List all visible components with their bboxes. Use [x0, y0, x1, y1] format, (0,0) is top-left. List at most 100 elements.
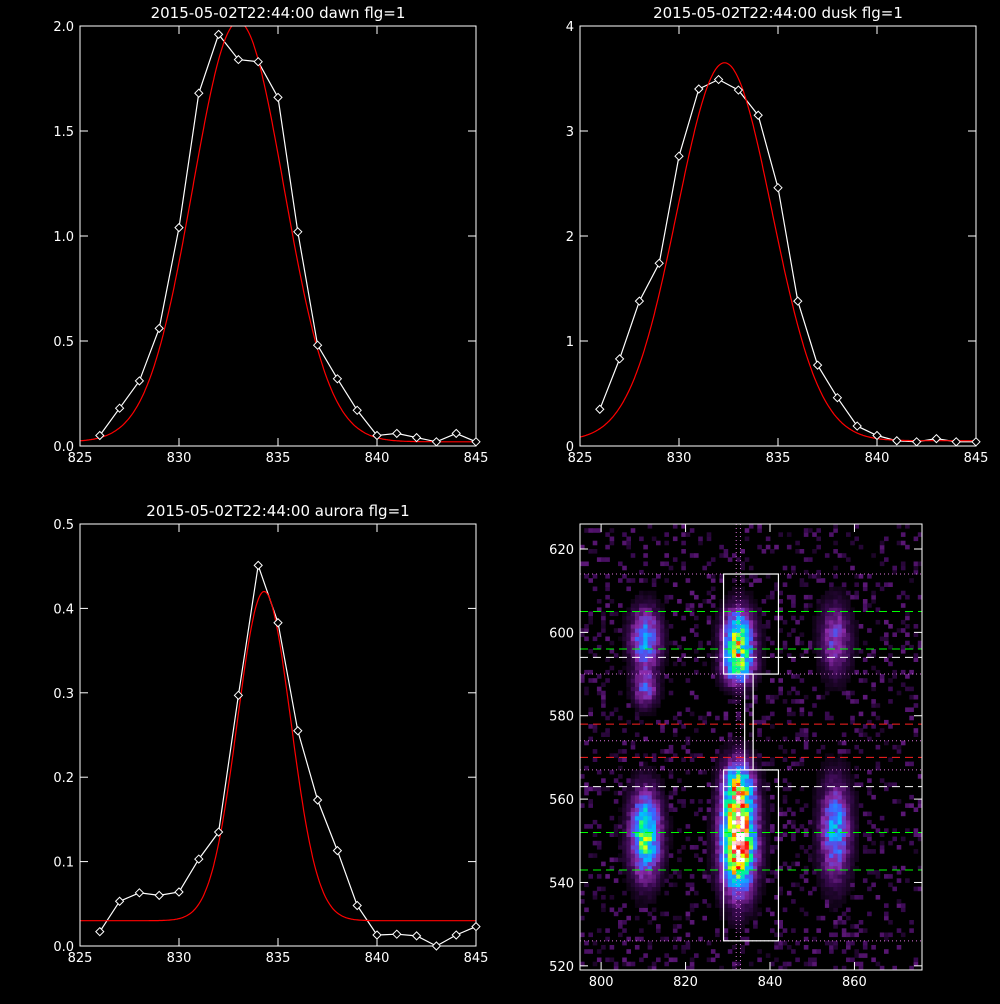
image-pixel — [719, 865, 724, 871]
image-pixel — [710, 786, 716, 792]
dusk-data-point — [793, 296, 803, 306]
image-pixel — [875, 732, 881, 737]
image-pixel — [723, 611, 729, 617]
image-pixel — [689, 590, 695, 596]
image-pixel — [719, 749, 724, 754]
image-pixel — [706, 711, 712, 717]
image-pixel — [609, 665, 615, 671]
image-pixel — [757, 607, 762, 612]
image-pixel — [896, 945, 902, 950]
image-pixel — [748, 765, 754, 771]
image-pixel — [778, 807, 783, 812]
image-pixel — [630, 657, 636, 662]
image-pixel — [740, 778, 745, 783]
image-pixel — [808, 644, 813, 650]
image-pixel — [651, 649, 657, 654]
image-pixel — [744, 624, 750, 629]
image-pixel — [634, 753, 640, 758]
image-pixel — [753, 920, 758, 925]
image-pixel — [829, 878, 834, 883]
image-pixel — [850, 957, 855, 963]
dusk-data-point — [595, 404, 605, 414]
image-pixel — [761, 857, 767, 863]
dawn-data-point — [154, 323, 164, 334]
image-pixel — [715, 782, 720, 787]
image-pixel — [639, 674, 644, 679]
image-pixel — [820, 915, 826, 921]
image-pixel — [778, 836, 783, 842]
image-pixel — [651, 865, 657, 871]
image-pixel — [837, 553, 843, 558]
image-pixel — [816, 611, 821, 617]
image-pixel — [774, 870, 779, 875]
image-pixel — [740, 628, 745, 633]
image-pixel — [626, 870, 631, 875]
image-pixel — [740, 786, 745, 792]
image-pixel — [757, 832, 762, 837]
image-pixel — [727, 924, 733, 929]
image-pixel — [639, 853, 644, 858]
image-pixel — [736, 882, 741, 888]
image-pixel — [761, 799, 767, 804]
image-pixel — [841, 807, 847, 812]
image-pixel — [905, 615, 910, 621]
image-pixel — [668, 757, 674, 762]
image-pixel — [854, 807, 859, 812]
image-pixel — [867, 886, 872, 892]
image-pixel — [596, 786, 602, 792]
image-pixel — [630, 878, 636, 883]
image-pixel — [757, 815, 762, 821]
image-pixel — [854, 961, 859, 967]
image-pixel — [584, 907, 589, 913]
image-pixel — [664, 632, 669, 637]
image-pixel — [761, 715, 767, 721]
image-pixel — [829, 532, 834, 537]
image-pixel — [744, 632, 750, 637]
image-pixel — [837, 607, 843, 612]
image-pixel — [715, 803, 720, 808]
image-pixel — [719, 870, 724, 875]
image-pixel — [774, 586, 779, 592]
image-pixel — [753, 890, 758, 896]
image-pixel — [639, 845, 644, 850]
image-pixel — [850, 699, 855, 704]
image-pixel — [719, 661, 724, 667]
image-pixel — [626, 640, 631, 646]
image-pixel — [837, 786, 843, 792]
image-pixel — [596, 686, 602, 692]
image-pixel — [647, 940, 653, 946]
image-pixel — [706, 653, 712, 658]
image-pixel — [740, 765, 745, 771]
image-pixel — [710, 603, 716, 608]
image-pixel — [791, 711, 796, 717]
image-pixel — [820, 811, 826, 817]
image-pixel — [833, 678, 838, 683]
image-pixel — [841, 928, 847, 933]
image-pixel — [753, 861, 758, 867]
image-pixel — [727, 749, 733, 754]
image-pixel — [879, 832, 885, 837]
image-pixel — [647, 815, 653, 821]
image-pixel — [744, 578, 750, 583]
image-pixel — [592, 653, 598, 658]
image-pixel — [846, 649, 851, 654]
image-pixel — [748, 853, 754, 858]
image-pixel — [710, 870, 716, 875]
image-pixel — [841, 911, 847, 917]
image-pixel — [605, 928, 610, 933]
image-pixel — [875, 761, 881, 767]
image-pixel — [664, 628, 669, 633]
image-pixel — [744, 920, 750, 925]
image-pixel — [816, 774, 821, 779]
image-pixel — [761, 786, 767, 792]
image-pixel — [740, 574, 745, 579]
image-pixel — [639, 857, 644, 863]
dusk-data-point — [872, 430, 882, 441]
image-pixel — [812, 845, 817, 850]
image-pixel — [824, 757, 830, 762]
image-pixel — [778, 649, 783, 654]
image-pixel — [647, 682, 653, 687]
image-pixel — [605, 557, 610, 562]
image-pixel — [592, 749, 598, 754]
image-pixel — [643, 615, 648, 621]
